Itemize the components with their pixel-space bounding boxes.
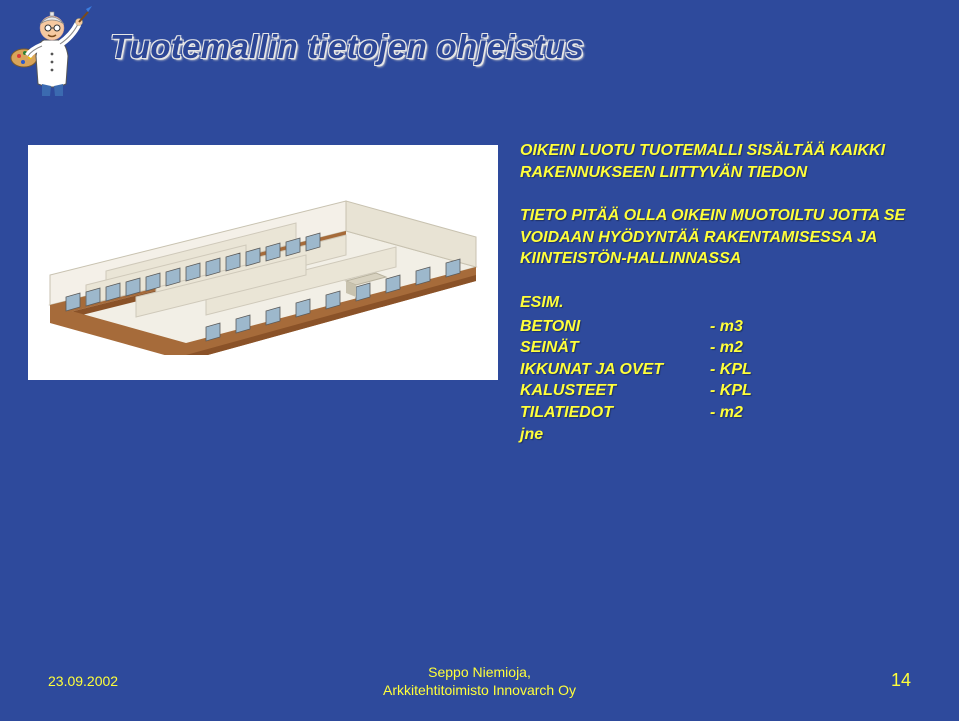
footer-author-line2: Arkkitehtitoimisto Innovarch Oy bbox=[0, 681, 959, 699]
content-block: OIKEIN LUOTU TUOTEMALLI SISÄLTÄÄ KAIKKI … bbox=[520, 140, 940, 445]
example-label: jne bbox=[520, 424, 710, 446]
example-label: KALUSTEET bbox=[520, 380, 710, 402]
example-row: jne bbox=[520, 424, 940, 446]
footer-author: Seppo Niemioja, Arkkitehtitoimisto Innov… bbox=[0, 663, 959, 699]
example-table: BETONI - m3 SEINÄT - m2 IKKUNAT JA OVET … bbox=[520, 316, 940, 446]
example-row: IKKUNAT JA OVET - KPL bbox=[520, 359, 940, 381]
example-value: - m2 bbox=[710, 402, 743, 424]
example-row: TILATIEDOT - m2 bbox=[520, 402, 940, 424]
example-value: - m2 bbox=[710, 337, 743, 359]
example-value: - KPL bbox=[710, 380, 752, 402]
footer-author-line1: Seppo Niemioja, bbox=[0, 663, 959, 681]
example-value: - KPL bbox=[710, 359, 752, 381]
example-row: BETONI - m3 bbox=[520, 316, 940, 338]
mascot-painter-icon bbox=[8, 6, 92, 96]
example-value: - m3 bbox=[710, 316, 743, 338]
example-label: BETONI bbox=[520, 316, 710, 338]
example-label: SEINÄT bbox=[520, 337, 710, 359]
slide: Tuotemallin tietojen ohjeistus bbox=[0, 0, 959, 721]
paragraph-1: OIKEIN LUOTU TUOTEMALLI SISÄLTÄÄ KAIKKI … bbox=[520, 140, 940, 183]
footer: 23.09.2002 Seppo Niemioja, Arkkitehtitoi… bbox=[0, 663, 959, 699]
paragraph-2: TIETO PITÄÄ OLLA OIKEIN MUOTOILTU JOTTA … bbox=[520, 205, 940, 270]
building-isometric-icon bbox=[46, 185, 480, 355]
building-illustration bbox=[28, 145, 498, 380]
slide-title: Tuotemallin tietojen ohjeistus bbox=[110, 28, 584, 66]
example-row: KALUSTEET - KPL bbox=[520, 380, 940, 402]
example-label: IKKUNAT JA OVET bbox=[520, 359, 710, 381]
example-label: TILATIEDOT bbox=[520, 402, 710, 424]
example-header: ESIM. bbox=[520, 292, 940, 314]
footer-page-number: 14 bbox=[891, 670, 911, 691]
footer-date: 23.09.2002 bbox=[48, 673, 118, 689]
example-row: SEINÄT - m2 bbox=[520, 337, 940, 359]
